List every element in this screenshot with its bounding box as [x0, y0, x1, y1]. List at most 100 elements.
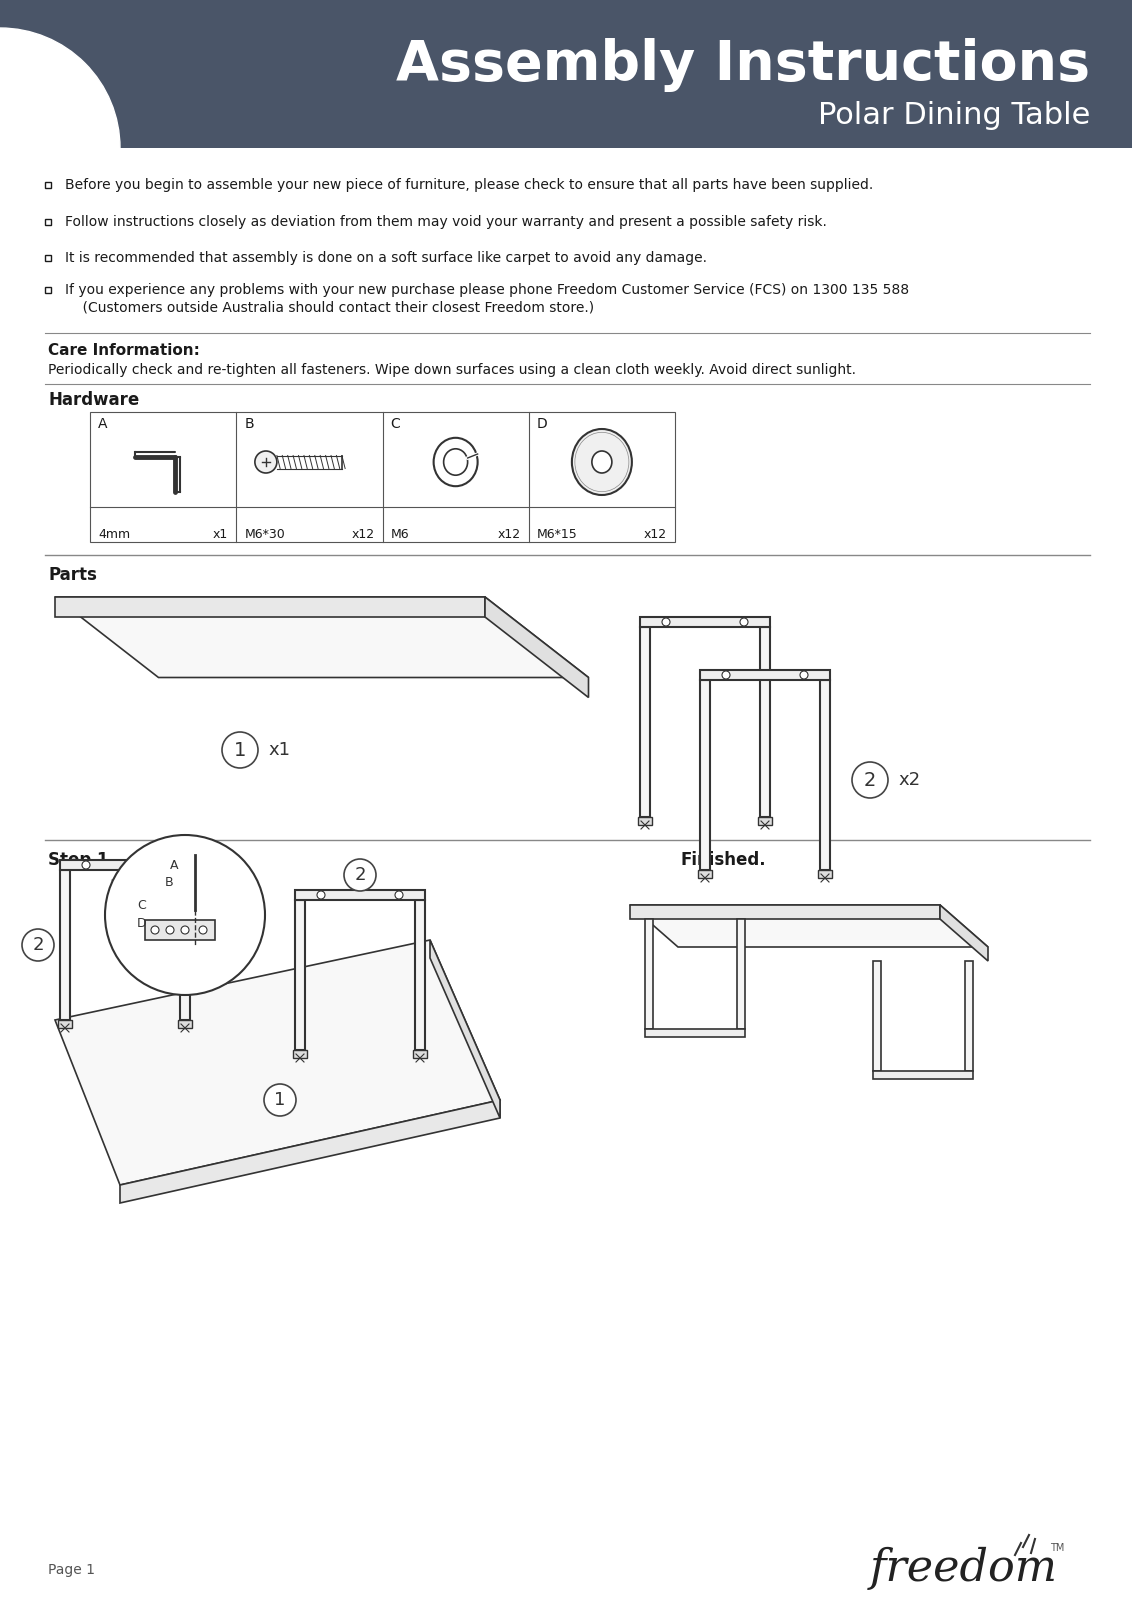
- Polygon shape: [873, 961, 881, 1071]
- Polygon shape: [295, 900, 305, 1050]
- Polygon shape: [645, 1029, 745, 1037]
- Text: 2: 2: [354, 866, 366, 884]
- Bar: [45, 287, 51, 293]
- Polygon shape: [698, 869, 712, 877]
- Polygon shape: [940, 905, 988, 961]
- Polygon shape: [700, 680, 710, 869]
- Text: It is recommended that assembly is done on a soft surface like carpet to avoid a: It is recommended that assembly is done …: [65, 251, 708, 266]
- Circle shape: [722, 671, 730, 679]
- Polygon shape: [737, 919, 745, 1029]
- Circle shape: [82, 861, 91, 869]
- Polygon shape: [631, 905, 940, 919]
- Polygon shape: [55, 597, 589, 677]
- Circle shape: [181, 925, 189, 933]
- Polygon shape: [415, 900, 424, 1050]
- Ellipse shape: [575, 432, 629, 492]
- Text: 1: 1: [234, 741, 246, 759]
- Text: x12: x12: [644, 527, 667, 541]
- Polygon shape: [820, 680, 830, 869]
- Text: x1: x1: [213, 527, 229, 541]
- Ellipse shape: [444, 448, 468, 475]
- Polygon shape: [413, 1050, 427, 1058]
- Circle shape: [662, 618, 670, 626]
- Text: D: D: [537, 416, 548, 431]
- Polygon shape: [631, 905, 988, 948]
- Polygon shape: [638, 817, 652, 825]
- Circle shape: [166, 925, 174, 933]
- Text: A: A: [98, 416, 108, 431]
- Text: 2: 2: [864, 770, 876, 789]
- Text: Polar Dining Table: Polar Dining Table: [817, 101, 1090, 130]
- Polygon shape: [640, 616, 770, 628]
- Polygon shape: [180, 869, 190, 1020]
- Polygon shape: [55, 940, 500, 1185]
- Text: 2: 2: [32, 937, 44, 954]
- Polygon shape: [60, 869, 70, 1020]
- Bar: [45, 219, 51, 226]
- Text: Step 1.: Step 1.: [48, 852, 114, 869]
- Bar: [91, 411, 675, 543]
- Text: If you experience any problems with your new purchase please phone Freedom Custo: If you experience any problems with your…: [65, 283, 909, 298]
- Text: C: C: [391, 416, 401, 431]
- Text: 4mm: 4mm: [98, 527, 130, 541]
- Polygon shape: [293, 1050, 307, 1058]
- Circle shape: [740, 618, 748, 626]
- Circle shape: [105, 836, 265, 994]
- Text: (Customers outside Australia should contact their closest Freedom store.): (Customers outside Australia should cont…: [65, 299, 594, 314]
- Polygon shape: [55, 597, 484, 616]
- Circle shape: [0, 27, 120, 267]
- Polygon shape: [178, 1020, 192, 1028]
- Bar: [45, 183, 51, 187]
- Circle shape: [199, 925, 207, 933]
- Text: x1: x1: [268, 741, 290, 759]
- Circle shape: [264, 1084, 295, 1116]
- Text: C: C: [137, 898, 146, 911]
- Polygon shape: [818, 869, 832, 877]
- Text: M6: M6: [391, 527, 409, 541]
- Polygon shape: [430, 940, 500, 1117]
- Text: M6*30: M6*30: [245, 527, 285, 541]
- Polygon shape: [700, 669, 830, 680]
- Text: D: D: [137, 916, 147, 930]
- Circle shape: [395, 892, 403, 900]
- Text: Assembly Instructions: Assembly Instructions: [396, 38, 1090, 91]
- Text: B: B: [245, 416, 254, 431]
- Ellipse shape: [434, 437, 478, 487]
- Circle shape: [22, 929, 54, 961]
- Circle shape: [852, 762, 887, 797]
- Circle shape: [800, 671, 808, 679]
- Text: Before you begin to assemble your new piece of furniture, please check to ensure: Before you begin to assemble your new pi…: [65, 178, 873, 192]
- Text: Hardware: Hardware: [48, 391, 139, 408]
- Text: Page 1: Page 1: [48, 1563, 95, 1577]
- Ellipse shape: [255, 451, 277, 472]
- Ellipse shape: [592, 451, 612, 472]
- Polygon shape: [295, 890, 424, 900]
- Text: x2: x2: [898, 772, 920, 789]
- Text: Periodically check and re-tighten all fasteners. Wipe down surfaces using a clea: Periodically check and re-tighten all fa…: [48, 363, 856, 376]
- Polygon shape: [484, 597, 589, 698]
- Polygon shape: [873, 1071, 974, 1079]
- Text: Parts: Parts: [48, 567, 97, 584]
- Bar: [45, 255, 51, 261]
- Circle shape: [344, 860, 376, 892]
- Text: TM: TM: [1050, 1543, 1064, 1553]
- Polygon shape: [758, 817, 772, 825]
- Ellipse shape: [572, 429, 632, 495]
- Polygon shape: [60, 860, 190, 869]
- Polygon shape: [640, 628, 650, 817]
- Text: Finished.: Finished.: [680, 852, 765, 869]
- Circle shape: [317, 892, 325, 900]
- Text: B: B: [165, 876, 173, 889]
- Text: x12: x12: [351, 527, 375, 541]
- Text: A: A: [170, 858, 179, 871]
- Text: freedom: freedom: [871, 1547, 1058, 1590]
- Bar: [0, 0, 1132, 147]
- Circle shape: [222, 732, 258, 768]
- Polygon shape: [645, 919, 653, 1029]
- Circle shape: [151, 925, 158, 933]
- Text: x12: x12: [498, 527, 521, 541]
- Polygon shape: [760, 628, 770, 817]
- Bar: [145, 921, 215, 940]
- Text: Care Information:: Care Information:: [48, 343, 200, 357]
- Text: 1: 1: [274, 1090, 285, 1109]
